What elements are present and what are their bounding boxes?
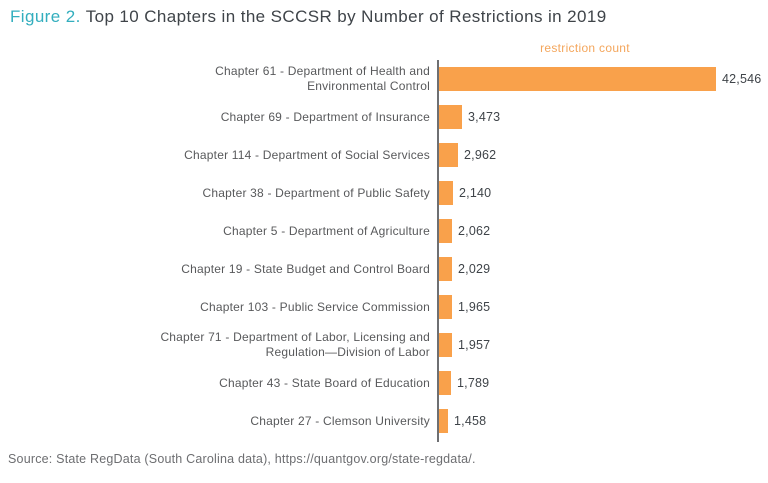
value-label: 3,473 bbox=[468, 110, 501, 124]
chart-rows: Chapter 61 - Department of Health and Env… bbox=[0, 60, 768, 440]
value-label: 2,029 bbox=[458, 262, 491, 276]
bar-group: 2,962 bbox=[439, 143, 496, 167]
bar bbox=[439, 143, 458, 167]
bar-group: 1,957 bbox=[439, 333, 490, 357]
bar-group: 1,789 bbox=[439, 371, 489, 395]
chart-row: Chapter 103 - Public Service Commission 1… bbox=[0, 288, 768, 326]
value-label: 1,458 bbox=[454, 414, 487, 428]
bar bbox=[439, 105, 462, 129]
figure-title: Figure 2. Top 10 Chapters in the SCCSR by… bbox=[10, 7, 607, 27]
value-label: 2,962 bbox=[464, 148, 497, 162]
chart-row: Chapter 38 - Department of Public Safety… bbox=[0, 174, 768, 212]
bar bbox=[439, 257, 452, 281]
value-label: 42,546 bbox=[722, 72, 762, 86]
bar-group: 2,062 bbox=[439, 219, 490, 243]
category-label: Chapter 43 - State Board of Education bbox=[219, 375, 430, 390]
category-label: Chapter 27 - Clemson University bbox=[250, 413, 430, 428]
category-label: Chapter 69 - Department of Insurance bbox=[220, 109, 430, 124]
category-label: Chapter 71 - Department of Labor, Licens… bbox=[160, 330, 430, 359]
value-label: 2,140 bbox=[459, 186, 492, 200]
axis-line bbox=[437, 60, 439, 442]
bar-group: 42,546 bbox=[439, 67, 761, 91]
bar-group: 2,140 bbox=[439, 181, 491, 205]
legend-label: restriction count bbox=[540, 41, 630, 55]
chart-row: Chapter 69 - Department of Insurance 3,47… bbox=[0, 98, 768, 136]
bar-group: 1,458 bbox=[439, 409, 486, 433]
value-label: 2,062 bbox=[458, 224, 491, 238]
bar bbox=[439, 181, 453, 205]
bar-group: 3,473 bbox=[439, 105, 500, 129]
category-label: Chapter 114 - Department of Social Servi… bbox=[184, 147, 430, 162]
bar bbox=[439, 371, 451, 395]
chart-row: Chapter 61 - Department of Health and Env… bbox=[0, 60, 768, 98]
category-label: Chapter 5 - Department of Agriculture bbox=[223, 223, 430, 238]
chart-row: Chapter 114 - Department of Social Servi… bbox=[0, 136, 768, 174]
chart-row: Chapter 19 - State Budget and Control Bo… bbox=[0, 250, 768, 288]
source-note: Source: State RegData (South Carolina da… bbox=[8, 452, 476, 466]
bar-group: 1,965 bbox=[439, 295, 490, 319]
category-label: Chapter 103 - Public Service Commission bbox=[200, 299, 430, 314]
chart-row: Chapter 43 - State Board of Education 1,7… bbox=[0, 364, 768, 402]
chart-row: Chapter 27 - Clemson University 1,458 bbox=[0, 402, 768, 440]
bar-group: 2,029 bbox=[439, 257, 490, 281]
bar bbox=[439, 219, 452, 243]
chart-row: Chapter 71 - Department of Labor, Licens… bbox=[0, 326, 768, 364]
value-label: 1,965 bbox=[458, 300, 491, 314]
figure-title-text: Top 10 Chapters in the SCCSR by Number o… bbox=[85, 7, 607, 26]
category-label: Chapter 38 - Department of Public Safety bbox=[202, 185, 430, 200]
chart-row: Chapter 5 - Department of Agriculture 2,0… bbox=[0, 212, 768, 250]
value-label: 1,789 bbox=[457, 376, 490, 390]
bar bbox=[439, 409, 448, 433]
bar bbox=[439, 333, 452, 357]
value-label: 1,957 bbox=[458, 338, 491, 352]
figure-number: Figure 2. bbox=[10, 7, 81, 26]
bar bbox=[439, 295, 452, 319]
category-label: Chapter 19 - State Budget and Control Bo… bbox=[181, 261, 430, 276]
category-label: Chapter 61 - Department of Health and Env… bbox=[215, 64, 430, 93]
bar bbox=[439, 67, 716, 91]
